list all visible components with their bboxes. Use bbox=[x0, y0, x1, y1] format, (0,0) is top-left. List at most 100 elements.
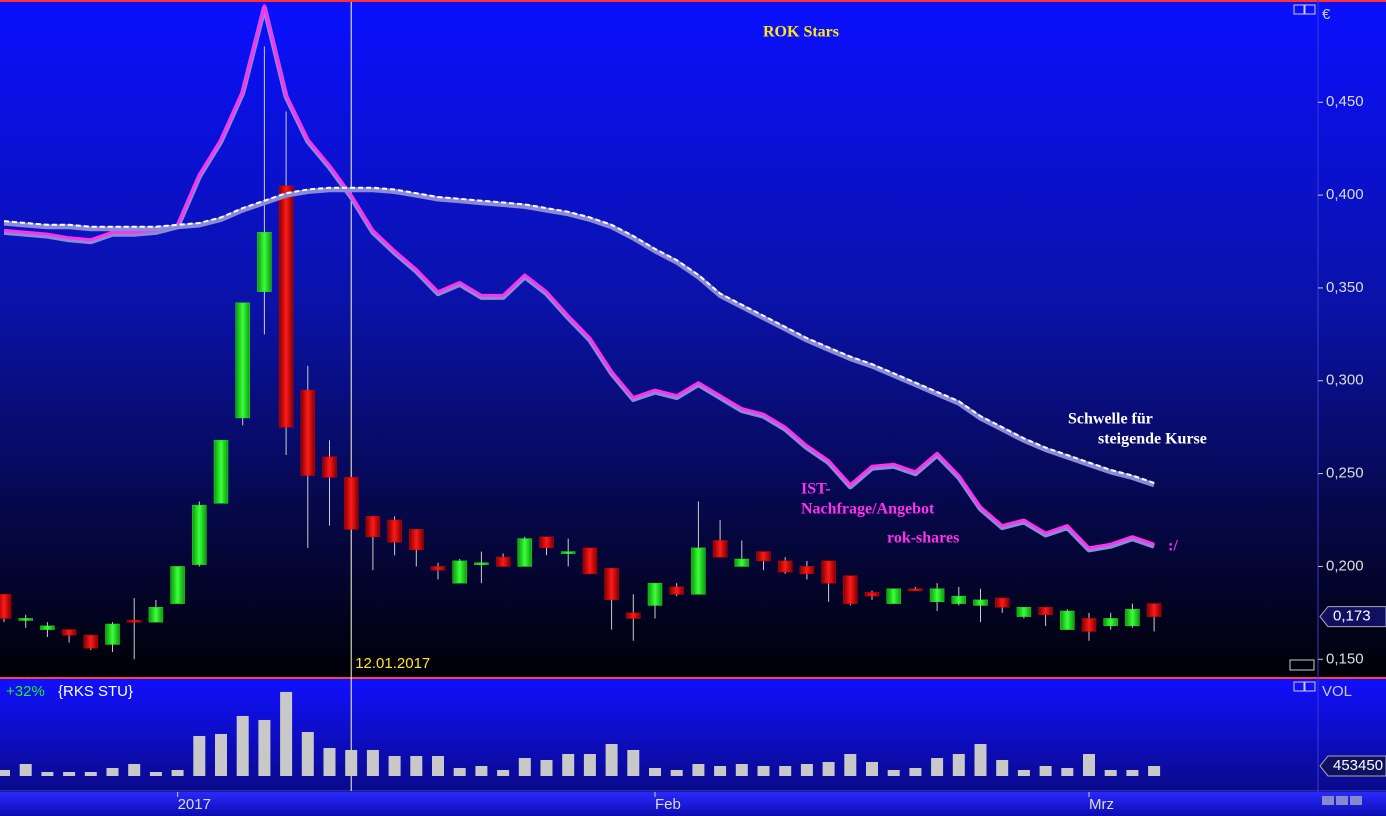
change-label: +32% bbox=[6, 683, 45, 700]
candle-body bbox=[126, 620, 142, 623]
icon[interactable] bbox=[1289, 659, 1315, 671]
symbol-label: {RKS STU} bbox=[58, 683, 133, 700]
candle-body bbox=[669, 586, 684, 595]
candle-body bbox=[777, 560, 793, 573]
icon[interactable] bbox=[1336, 796, 1348, 805]
line bbox=[3, 4, 1155, 550]
candle-body bbox=[365, 516, 381, 537]
annotation: IST- bbox=[801, 481, 831, 498]
line bbox=[3, 186, 1155, 484]
volume-bar bbox=[84, 772, 97, 776]
volume-bar bbox=[1104, 769, 1117, 776]
window-icons bbox=[1289, 4, 1362, 805]
candle-body bbox=[18, 618, 33, 621]
candle-body bbox=[474, 562, 489, 565]
candle-body bbox=[1103, 618, 1118, 627]
volume-bar bbox=[388, 755, 401, 776]
candle-body bbox=[213, 439, 229, 504]
y-tick-label: 0,200 bbox=[1326, 557, 1364, 574]
candle-body bbox=[61, 629, 77, 636]
y-tick-label: 0,350 bbox=[1326, 279, 1364, 296]
volume-bar bbox=[974, 743, 987, 776]
annotation: Schwelle für bbox=[1068, 411, 1153, 428]
candle-body bbox=[929, 588, 945, 602]
candle-body bbox=[148, 607, 164, 623]
volume-bar bbox=[280, 691, 293, 776]
volume-bar bbox=[779, 766, 792, 776]
candle-body bbox=[712, 540, 728, 558]
candle-body bbox=[1016, 607, 1032, 617]
volume-bar bbox=[800, 763, 813, 776]
volume-bar bbox=[627, 749, 640, 776]
icon[interactable] bbox=[1304, 4, 1316, 15]
volume-bar bbox=[106, 767, 119, 776]
candle-body bbox=[560, 551, 576, 554]
volume-bar bbox=[518, 757, 531, 776]
volume-bar bbox=[1148, 765, 1161, 776]
volume-bar bbox=[453, 767, 466, 776]
candle-body bbox=[40, 625, 55, 630]
volume-bar bbox=[19, 763, 32, 776]
volume-bar bbox=[605, 743, 618, 776]
candle-body bbox=[799, 566, 815, 575]
y-tick-label: 0,450 bbox=[1326, 93, 1364, 110]
volume-bar bbox=[931, 757, 944, 776]
candle-body bbox=[973, 599, 988, 606]
annotation: :/ bbox=[1168, 538, 1178, 555]
last-volume-box bbox=[1319, 755, 1386, 777]
volume-bar bbox=[1083, 753, 1095, 776]
volume-bar bbox=[0, 769, 10, 776]
volume-bar bbox=[670, 769, 683, 776]
volume-bar bbox=[1017, 769, 1030, 776]
volume-bar bbox=[323, 747, 336, 776]
volume-bar bbox=[887, 769, 900, 776]
volume-bar bbox=[909, 767, 922, 776]
candle-body bbox=[517, 538, 533, 567]
candle-body bbox=[430, 566, 446, 571]
y-axis-label: € bbox=[1322, 6, 1331, 23]
candle-body bbox=[409, 529, 424, 550]
volume-bar bbox=[996, 759, 1009, 776]
y-axis-label: VOL bbox=[1322, 683, 1352, 700]
volume-bar bbox=[562, 753, 575, 776]
volume-bar bbox=[497, 769, 510, 776]
volume-bar bbox=[258, 719, 271, 776]
volume-bar bbox=[692, 763, 705, 776]
candle-body bbox=[626, 612, 641, 619]
candle-body bbox=[582, 547, 598, 575]
volume-bar bbox=[735, 763, 748, 776]
candle-body bbox=[1125, 608, 1140, 627]
volume-bar bbox=[366, 749, 379, 776]
candle-body bbox=[257, 231, 272, 292]
volume-bar bbox=[952, 753, 965, 776]
y-tick-label: 0,250 bbox=[1326, 465, 1364, 482]
candle-body bbox=[192, 504, 207, 565]
candle-body bbox=[105, 623, 120, 645]
icon[interactable] bbox=[1304, 681, 1316, 692]
icon[interactable] bbox=[1293, 4, 1305, 15]
icon[interactable] bbox=[1350, 796, 1362, 805]
candle-body bbox=[994, 597, 1010, 608]
candle-body bbox=[495, 556, 511, 567]
candle-body bbox=[343, 477, 359, 530]
annotation: rok-shares bbox=[887, 530, 959, 547]
candle-body bbox=[0, 594, 12, 619]
volume-bar bbox=[410, 755, 423, 776]
icon[interactable] bbox=[1293, 681, 1305, 692]
volume-bar bbox=[714, 766, 727, 776]
volume-bar bbox=[540, 759, 553, 776]
line-shadow bbox=[3, 187, 1155, 488]
candle-body bbox=[1081, 618, 1097, 632]
x-axis-strip bbox=[0, 792, 1386, 816]
candle-body bbox=[647, 582, 663, 606]
candle-body bbox=[300, 389, 316, 476]
x-tick-label: Feb bbox=[655, 796, 681, 813]
candle-body bbox=[886, 588, 901, 604]
candle-body bbox=[734, 558, 750, 567]
volume-bar bbox=[475, 766, 488, 776]
last-price-box bbox=[1319, 606, 1386, 628]
volume-bar bbox=[345, 749, 358, 776]
icon[interactable] bbox=[1322, 796, 1334, 805]
chart-title: ROK Stars bbox=[763, 24, 839, 41]
